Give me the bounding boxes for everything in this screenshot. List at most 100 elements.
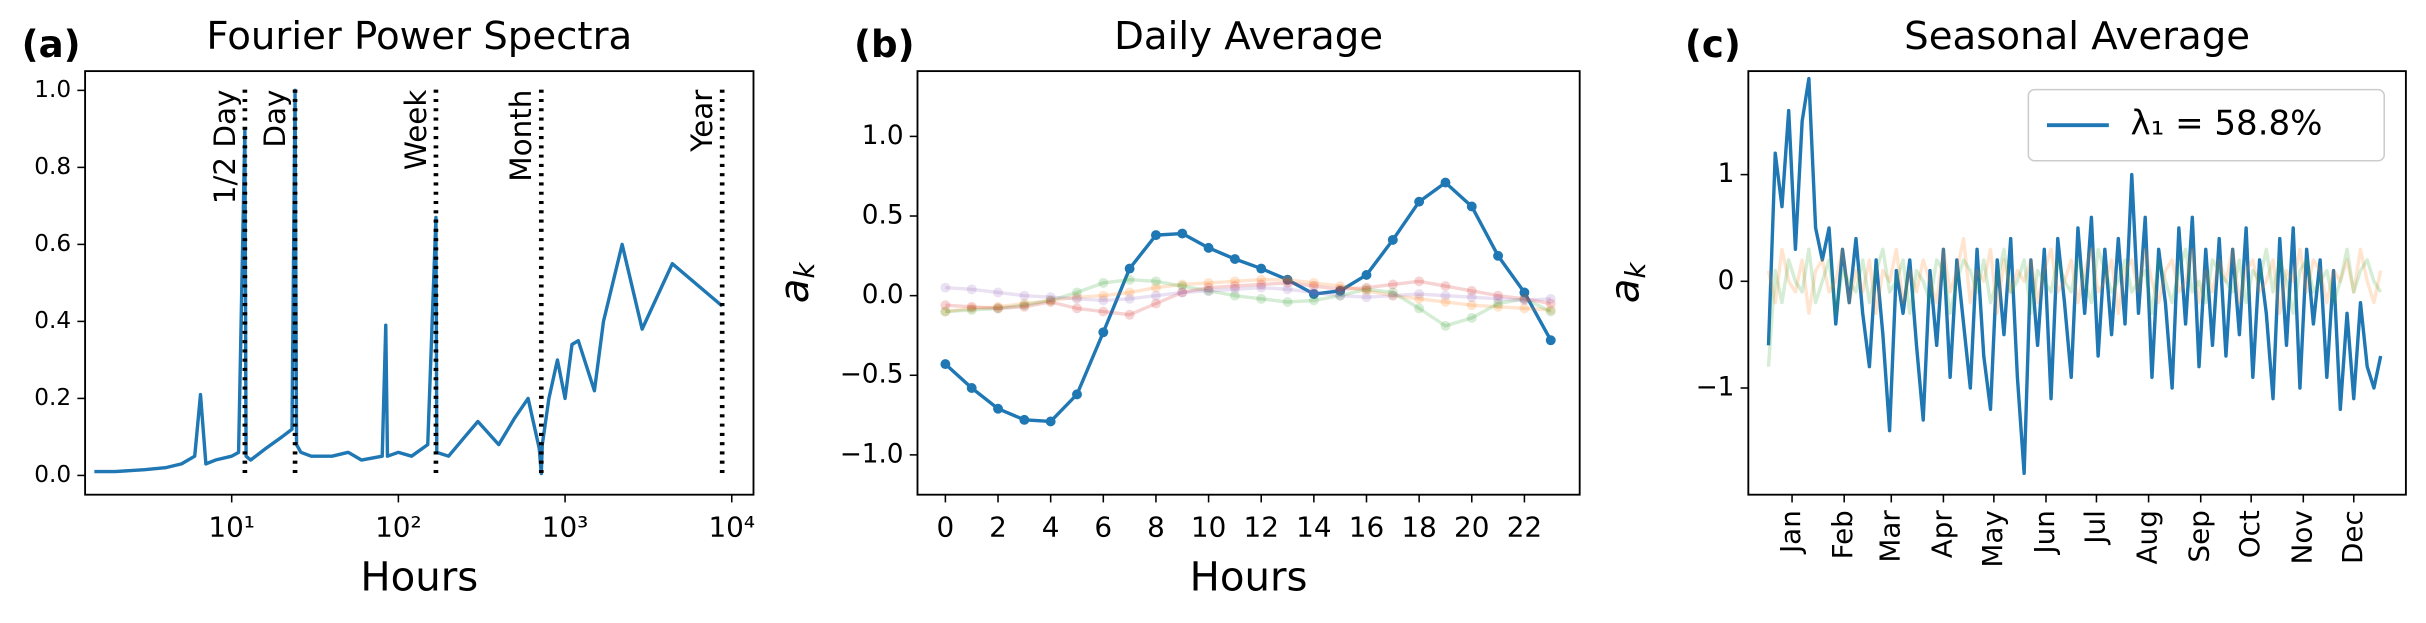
annotation-label: Day: [258, 90, 292, 148]
x-tick-label: 12: [1244, 511, 1279, 544]
x-tick-label: 16: [1349, 511, 1384, 544]
y-axis-label: ak: [772, 261, 821, 304]
series-marker: [1414, 276, 1425, 287]
series-marker: [1045, 295, 1056, 306]
series-marker: [1361, 269, 1372, 280]
y-axis-label-sub: k: [1619, 261, 1652, 279]
x-tick-label: Jan: [1774, 510, 1807, 555]
series-marker: [1045, 295, 1056, 306]
series-marker: [1335, 284, 1346, 295]
axes-frame: [84, 70, 755, 496]
series-marker: [1387, 290, 1398, 301]
series-marker: [1545, 335, 1556, 346]
series-marker: [1229, 290, 1240, 301]
series-marker: [940, 306, 951, 317]
series-marker: [1519, 293, 1530, 304]
series-marker: [993, 301, 1003, 312]
series-marker: [1361, 282, 1372, 293]
series-marker: [1019, 298, 1030, 309]
panel: (b) Daily Average 0 2 4 6 8 10 12 14 16 18 20 22 −1.0 −…: [772, 14, 1581, 601]
x-tick-label: Oct: [2233, 510, 2266, 558]
series-marker: [1335, 281, 1346, 292]
series-marker: [1282, 274, 1293, 285]
y-tick-label: −1: [1696, 373, 1735, 403]
series-marker: [1308, 289, 1319, 299]
series-marker: [1440, 281, 1451, 292]
series-line: [1766, 76, 2383, 476]
series-marker: [1045, 416, 1056, 427]
y-tick-label: 0.4: [34, 307, 71, 334]
series-marker: [1177, 228, 1188, 239]
series-marker: [1414, 289, 1425, 299]
series-marker: [1335, 290, 1346, 301]
x-tick-label: 10¹: [208, 511, 255, 544]
panel-title: Seasonal Average: [1904, 14, 2250, 59]
series-marker: [940, 306, 951, 317]
x-tick-label: Aug: [2131, 510, 2164, 564]
series-marker: [1177, 287, 1188, 298]
series-marker: [940, 300, 951, 311]
series-marker: [1019, 300, 1030, 311]
panel: (a) Fourier Power Spectra 10¹ 10² 10³ 10⁴ 0.0 0…: [22, 14, 755, 601]
series-marker: [1308, 295, 1319, 306]
series-marker: [1308, 281, 1319, 292]
series-marker: [1414, 293, 1425, 304]
series-marker: [1545, 293, 1556, 304]
plot-area: [940, 177, 1556, 427]
series-marker: [1124, 263, 1135, 274]
series-line: [945, 278, 1551, 314]
series-marker: [993, 303, 1003, 314]
y-axis-label-main: a: [772, 279, 818, 304]
x-tick-label: Apr: [1925, 510, 1958, 559]
series-marker: [1361, 292, 1372, 303]
series-marker: [1519, 287, 1530, 298]
series-marker: [1019, 414, 1030, 425]
series-marker: [1124, 293, 1135, 304]
series-marker: [1256, 274, 1267, 285]
series-marker: [1440, 297, 1451, 307]
x-tick-label: Sep: [2183, 510, 2216, 562]
x-tick-label: 0: [937, 511, 955, 544]
series-marker: [1414, 303, 1425, 314]
series-marker: [1150, 282, 1161, 293]
series-marker: [1098, 306, 1109, 317]
series-marker: [1466, 201, 1477, 212]
x-tick-label: May: [1976, 510, 2009, 568]
series-marker: [1466, 312, 1477, 323]
panel-label: (b): [854, 23, 915, 66]
x-tick-label: Jun: [2028, 510, 2061, 555]
series-marker: [1203, 277, 1214, 288]
series-marker: [1150, 276, 1161, 287]
series-marker: [966, 284, 977, 295]
series-marker: [966, 303, 977, 314]
y-tick-label: 1.0: [862, 121, 904, 151]
y-tick-label: 0.5: [862, 201, 904, 231]
y-tick-label: 0.0: [34, 461, 71, 488]
series-marker: [1177, 281, 1188, 292]
series-marker: [1072, 389, 1082, 400]
series-marker: [1545, 305, 1556, 315]
x-axis-label: Hours: [360, 555, 478, 601]
series-marker: [1440, 290, 1451, 301]
panel-label: (c): [1685, 23, 1741, 66]
series-marker: [1229, 276, 1240, 287]
series-marker: [1519, 303, 1530, 314]
x-tick-label: 10: [1191, 511, 1226, 544]
series-marker: [1229, 281, 1240, 292]
series-marker: [1098, 295, 1109, 306]
series-marker: [1282, 284, 1293, 295]
series-marker: [1440, 320, 1451, 331]
series-marker: [1098, 327, 1109, 338]
x-tick-label: 20: [1454, 511, 1489, 544]
x-tick-label: 18: [1401, 511, 1436, 544]
series-marker: [993, 287, 1003, 298]
x-tick-label: 10³: [542, 511, 589, 544]
series-marker: [940, 282, 951, 293]
x-tick-label: 4: [1042, 511, 1060, 544]
x-tick-label: Jul: [2078, 510, 2111, 546]
annotation-label: Week: [399, 90, 433, 170]
series-line: [94, 88, 724, 476]
series-marker: [1177, 279, 1188, 290]
series-marker: [966, 301, 977, 312]
